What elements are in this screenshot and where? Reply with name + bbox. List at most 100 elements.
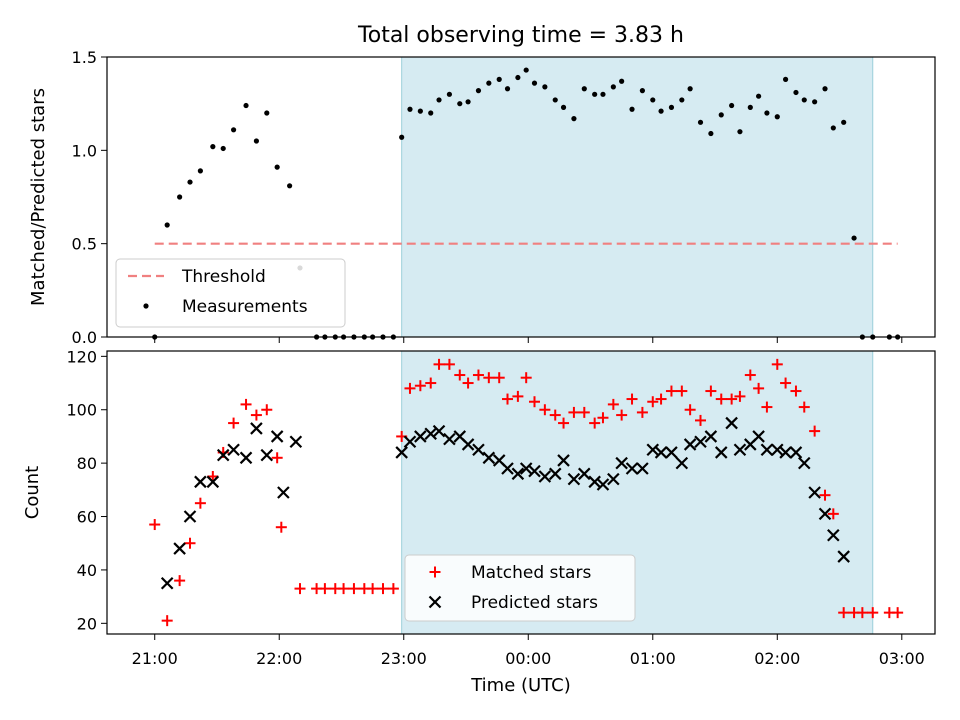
matched-stars-point [790, 385, 802, 397]
top-shaded-interval [401, 56, 874, 338]
matched-stars-point [338, 583, 350, 595]
measurement-point [610, 84, 616, 90]
measurement-point [220, 145, 226, 152]
matched-stars-point [502, 393, 514, 405]
predicted-stars-point [443, 432, 456, 446]
matched-stars-point [429, 566, 441, 578]
matched-stars-point [715, 393, 727, 405]
predicted-stars-point [173, 542, 186, 555]
predicted-stars-point [752, 430, 765, 443]
matched-stars-point [665, 385, 677, 397]
legend-label: Matched stars [471, 563, 591, 583]
measurement-point [747, 104, 753, 110]
matched-stars-point [512, 390, 524, 402]
matched-stars-point [647, 396, 659, 408]
measurement-point [679, 97, 685, 103]
measurement-point [457, 101, 463, 107]
matched-stars-point [798, 401, 810, 413]
matched-stars-point [387, 583, 399, 595]
matched-stars-point [753, 382, 765, 394]
y-tick-label: 0.5 [72, 235, 97, 254]
predicted-stars-point [683, 438, 697, 451]
matched-stars-point [294, 583, 306, 595]
matched-stars-point [261, 404, 273, 416]
predicted-stars-point [567, 472, 581, 486]
bottom-y-axis-label: Count [22, 466, 43, 519]
legend-box [115, 258, 346, 328]
bottom-x-ticks: 21:00 22:00 23:00 00:00 01:00 02:00 03:00 [132, 634, 925, 668]
predicted-stars-point [654, 446, 668, 459]
measurements-series [152, 67, 901, 340]
matched-stars-point [819, 489, 831, 501]
matched-stars-point [454, 369, 466, 381]
matched-stars-point [462, 377, 474, 389]
bottom-axes-frame [106, 350, 936, 635]
measurement-point [571, 116, 577, 122]
bottom-y-ticks: 20 40 60 80 100 120 [66, 347, 107, 633]
matched-stars-point [433, 358, 445, 370]
measurement-point [793, 89, 799, 96]
matched-stars-point [319, 583, 331, 595]
matched-stars-point [780, 377, 792, 389]
measurement-point [841, 119, 847, 125]
x-axis-label: Time (UTC) [470, 675, 571, 696]
top-axes: 0.0 0.5 1.0 1.5 Matched/Predicted stars Thr… [28, 48, 936, 347]
matched-stars-point [161, 615, 173, 627]
matched-stars-point [589, 417, 601, 429]
measurement-point [446, 91, 453, 97]
matched-stars-point [174, 575, 186, 587]
predicted-stars-point [675, 456, 689, 470]
measurement-point [581, 86, 587, 92]
measurement-point [187, 179, 193, 185]
predicted-stars-point [615, 456, 628, 470]
matched-stars-point [425, 377, 437, 389]
predicted-stars-point [771, 443, 784, 457]
measurement-point [782, 76, 789, 82]
predicted-stars-point [789, 446, 803, 459]
matched-stars-point [549, 409, 561, 421]
predicted-stars-point [403, 435, 417, 449]
matched-stars-point [684, 404, 696, 416]
predicted-stars-point [733, 443, 747, 457]
matched-stars-point [827, 508, 839, 520]
measurement-point [639, 88, 645, 94]
y-tick-label: 60 [77, 508, 97, 527]
measurement-point [417, 108, 423, 114]
matched-stars-point [761, 401, 773, 413]
predicted-stars-point [414, 430, 427, 443]
predicted-stars-point [216, 448, 230, 462]
x-tick-label: 02:00 [754, 649, 800, 668]
measurement-point [812, 99, 818, 105]
measurement-point [756, 93, 762, 99]
legend-label: Threshold [181, 267, 266, 287]
predicted-stars-point [827, 528, 840, 542]
predicted-stars-point [227, 443, 240, 457]
matched-stars-point [377, 583, 389, 595]
predicted-stars-point [646, 443, 660, 457]
matched-stars-point [856, 607, 868, 619]
y-tick-label: 1.5 [72, 48, 97, 67]
measurement-point [718, 112, 724, 118]
predicted-stars-point [250, 422, 263, 435]
matched-stars-point [414, 380, 426, 392]
chart-title: Total observing time = 3.83 h [357, 23, 684, 48]
bottom-axes: 20 40 60 80 100 120 21:00 22:00 23:00 00:00 01:00… [22, 347, 936, 696]
predicted-stars-point [432, 424, 446, 438]
y-tick-label: 40 [77, 561, 97, 580]
measurement-point [668, 104, 675, 110]
y-tick-label: 0.0 [72, 328, 97, 347]
matched-stars-point [695, 414, 707, 426]
matched-stars-point [184, 537, 196, 549]
x-tick-label: 01:00 [630, 649, 676, 668]
matched-stars-point [539, 404, 551, 416]
matched-stars-point [240, 398, 252, 410]
measurement-point [619, 78, 625, 84]
measurement-point [274, 164, 280, 170]
matched-stars-series [149, 358, 904, 627]
matched-stars-point [734, 390, 746, 402]
matched-stars-point [838, 607, 850, 619]
predicted-stars-point [277, 486, 290, 499]
measurement-point [737, 129, 743, 135]
predicted-stars-point [289, 435, 303, 449]
predicted-stars-point [557, 454, 570, 467]
